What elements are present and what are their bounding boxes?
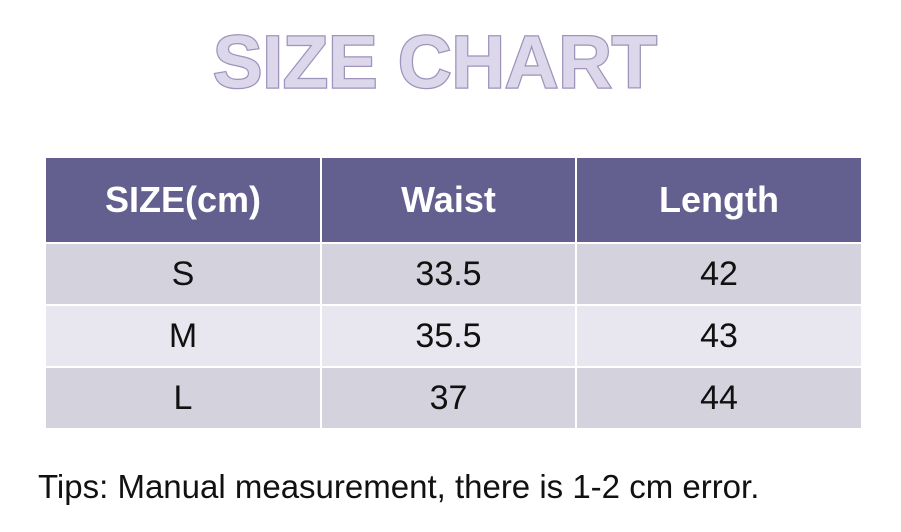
table-cell: 35.5 bbox=[320, 304, 577, 368]
table-row: L 37 44 bbox=[44, 366, 863, 430]
table-cell: 42 bbox=[575, 242, 863, 306]
column-header: Waist bbox=[320, 156, 577, 244]
table-row: S 33.5 42 bbox=[44, 242, 863, 306]
table-cell: M bbox=[44, 304, 322, 368]
column-header: Length bbox=[575, 156, 863, 244]
tips: Tips: Manual measurement, there is 1-2 c… bbox=[38, 468, 760, 505]
table-cell: 37 bbox=[320, 366, 577, 430]
table-row: M 35.5 43 bbox=[44, 304, 863, 368]
column-header: SIZE(cm) bbox=[44, 156, 322, 244]
table-cell: 44 bbox=[575, 366, 863, 430]
table-cell: S bbox=[44, 242, 322, 306]
title-banner: SIZE CHART bbox=[212, 22, 659, 105]
size-table: SIZE(cm) Waist Length S 33.5 42 M 35.5 43 L 37 44 bbox=[44, 156, 863, 430]
header-row: SIZE(cm) Waist Length bbox=[44, 156, 863, 244]
table-cell: 43 bbox=[575, 304, 863, 368]
table-body: S 33.5 42 M 35.5 43 L 37 44 bbox=[44, 242, 863, 430]
table-cell: 33.5 bbox=[320, 242, 577, 306]
title: SIZE CHART bbox=[213, 22, 657, 104]
table-cell: L bbox=[44, 366, 322, 430]
